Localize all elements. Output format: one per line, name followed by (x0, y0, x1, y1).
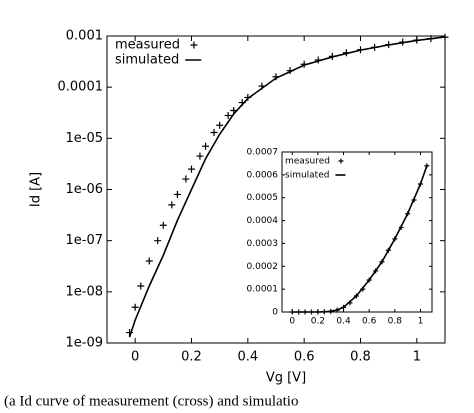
y-tick-label: 1e-08 (65, 284, 103, 299)
x-tick-label: 0.4 (237, 350, 258, 365)
data-cross (131, 303, 139, 311)
x-tick-label: 0.6 (362, 317, 377, 327)
data-cross (210, 129, 218, 137)
y-tick-label: 0.0003 (247, 239, 279, 249)
data-cross (145, 257, 153, 265)
legend-label: measured (285, 157, 330, 167)
data-cross (188, 165, 195, 173)
legend-label: measured (115, 38, 180, 53)
data-line (128, 36, 446, 338)
y-tick-label: 0.001 (66, 29, 103, 44)
legend-symbol (190, 41, 198, 49)
legend-label: simulated (115, 53, 179, 68)
y-tick-label: 1e-05 (65, 131, 103, 146)
data-cross (224, 111, 232, 119)
y-tick-label: 1e-07 (65, 233, 103, 248)
y-tick-label: 1e-09 (65, 336, 103, 351)
y-tick-label: 0.0004 (247, 216, 279, 226)
data-cross (202, 142, 210, 150)
data-cross (216, 121, 224, 129)
data-cross (137, 282, 145, 290)
caption: (a Id curve of measurement (cross) and s… (4, 393, 298, 409)
x-tick-label: 1 (413, 350, 421, 365)
y-tick-label: 0.0006 (247, 170, 279, 180)
data-cross (154, 237, 162, 245)
x-tick-label: 1 (418, 317, 424, 327)
data-line (292, 165, 428, 313)
y-tick-label: 0.0001 (58, 80, 104, 95)
inset-background (282, 152, 432, 312)
x-tick-label: 0.4 (336, 317, 351, 327)
x-tick-label: 0.2 (311, 317, 325, 327)
x-tick-label: 0.6 (294, 350, 315, 365)
legend-label: simulated (285, 171, 329, 181)
y-tick-label: 0.0005 (247, 193, 279, 203)
y-tick-label: 1e-06 (65, 182, 103, 197)
x-tick-label: 0.8 (350, 350, 371, 365)
main-chart: 1e-09 1e-08 1e-07 1e-06 1e-05 0.0001 0.001 0 0.2… (29, 29, 449, 386)
x-tick-label: 0 (289, 317, 295, 327)
legend-symbol (338, 158, 344, 164)
x-tick-label: 0.8 (388, 317, 403, 327)
data-cross (182, 175, 190, 183)
y-tick-label: 0.0002 (247, 262, 279, 272)
y-axis-label: Id [A] (29, 172, 44, 207)
x-tick-label: 0 (131, 350, 139, 365)
x-tick-label: 0.2 (181, 350, 202, 365)
y-tick-label: 0.0007 (247, 148, 279, 158)
y-tick-label: 0.0001 (247, 285, 279, 295)
inset-chart: 0 0.0001 0.0002 0.0003 0.0004 0.0005 0.0006 0.0… (247, 148, 433, 327)
plot-frame (281, 151, 433, 313)
data-cross (196, 152, 204, 160)
y-tick-label: 0 (272, 308, 278, 318)
data-cross (168, 201, 176, 209)
data-cross (159, 221, 167, 229)
data-cross (173, 190, 181, 198)
x-axis-label: Vg [V] (266, 371, 306, 386)
